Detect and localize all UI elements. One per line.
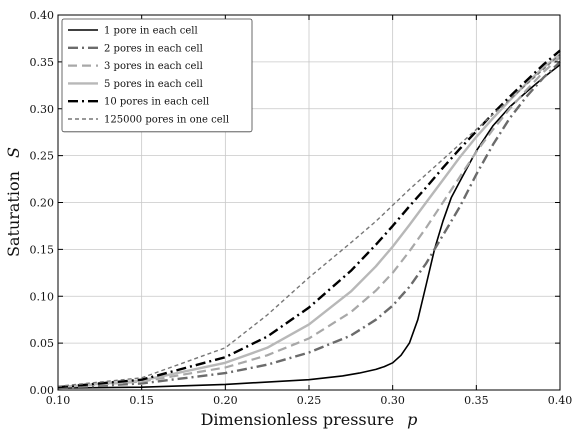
x-tick-label: 0.30 — [380, 394, 405, 407]
y-tick-label: 0.10 — [30, 290, 55, 303]
x-tick-label: 0.10 — [46, 394, 71, 407]
y-tick-label: 0.35 — [30, 56, 55, 69]
y-tick-label: 0.15 — [30, 243, 55, 256]
legend-label-3: 3 pores in each cell — [104, 61, 203, 72]
series-line-2 — [57, 61, 561, 390]
y-tick-label: 0.20 — [30, 197, 55, 210]
series-line-5 — [57, 49, 561, 389]
legend-box — [61, 18, 253, 133]
x-tick-label: 0.35 — [464, 394, 489, 407]
legend: 1 pore in each cell 2 pores in each cell 3… — [61, 18, 253, 133]
x-tick-label: 0.20 — [213, 394, 238, 407]
y-axis-label: Saturation — [4, 171, 23, 257]
y-axis-symbol: S — [4, 147, 23, 158]
y-tick-label: 0.30 — [30, 103, 55, 116]
y-tick-label: 0.25 — [30, 150, 55, 163]
legend-label-6: 125000 pores in one cell — [104, 115, 229, 126]
series-line-6 — [57, 53, 561, 387]
legend-label-5: 10 pores in each cell — [104, 97, 209, 108]
legend-label-2: 2 pores in each cell — [104, 43, 203, 54]
x-tick-label: 0.25 — [297, 394, 322, 407]
series-line-1 — [57, 64, 561, 389]
legend-label-4: 5 pores in each cell — [104, 79, 203, 90]
y-tick-label: 0.00 — [30, 384, 55, 397]
x-axis-symbol: p — [407, 410, 417, 429]
legend-label-1: 1 pore in each cell — [104, 26, 198, 37]
x-tick-label: 0.15 — [129, 394, 154, 407]
axis-ticks: 0.10 0.15 0.20 0.25 0.30 0.35 0.40 0.00 0.05 0.10… — [30, 9, 573, 407]
y-axis-title: Saturation S — [4, 147, 23, 257]
x-axis-title: Dimensionless pressure p — [201, 410, 418, 429]
y-tick-label: 0.05 — [30, 337, 55, 350]
data-series — [57, 49, 561, 390]
x-tick-label: 0.40 — [548, 394, 573, 407]
y-tick-label: 0.40 — [30, 9, 55, 22]
x-axis-label: Dimensionless pressure — [201, 410, 394, 429]
